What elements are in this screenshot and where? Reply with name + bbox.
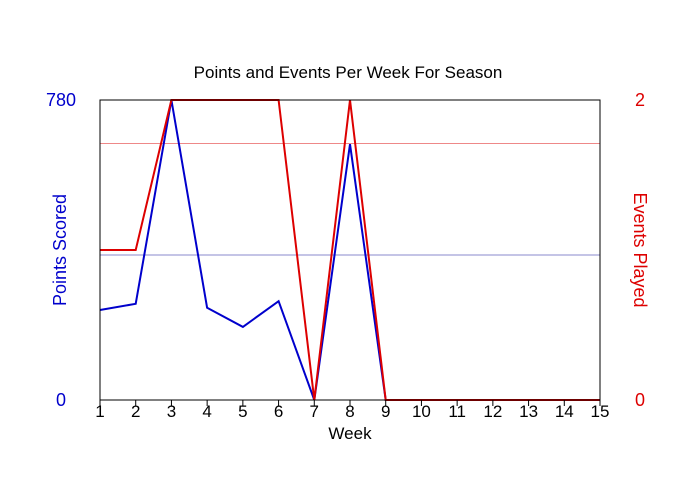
right-axis-label: Events Played bbox=[630, 192, 650, 307]
series-line-points-scored bbox=[99, 99, 600, 401]
x-axis-label: Week bbox=[328, 424, 372, 443]
x-axis-ticks: 1 2 3 4 5 6 7 8 9 10 11 12 13 14 15 bbox=[95, 400, 609, 421]
left-tick-label: 0 bbox=[56, 390, 66, 410]
x-tick-label: 11 bbox=[448, 402, 466, 421]
gridlines bbox=[100, 143, 600, 256]
left-axis-ticks: 0 780 bbox=[46, 90, 76, 410]
left-axis-label: Points Scored bbox=[50, 194, 70, 306]
x-tick-label: 4 bbox=[202, 402, 211, 421]
x-tick-label: 9 bbox=[381, 402, 390, 421]
chart-title: Points and Events Per Week For Season bbox=[194, 63, 503, 82]
x-tick-label: 12 bbox=[483, 402, 502, 421]
x-tick-label: 2 bbox=[131, 402, 140, 421]
x-tick-label: 8 bbox=[345, 402, 354, 421]
right-axis-ticks: 02 bbox=[635, 90, 645, 410]
x-tick-label: 10 bbox=[412, 402, 431, 421]
x-tick-label: 13 bbox=[519, 402, 538, 421]
series-layer bbox=[99, 99, 601, 401]
x-tick-label: 7 bbox=[310, 402, 319, 421]
x-tick-label: 6 bbox=[274, 402, 283, 421]
left-tick-label: 780 bbox=[46, 90, 76, 110]
x-tick-label: 15 bbox=[591, 402, 610, 421]
x-tick-label: 3 bbox=[167, 402, 176, 421]
right-tick-label: 0 bbox=[635, 390, 645, 410]
x-tick-label: 14 bbox=[555, 402, 574, 421]
x-tick-label: 1 bbox=[95, 402, 104, 421]
right-tick-label: 2 bbox=[635, 90, 645, 110]
x-tick-label: 5 bbox=[238, 402, 247, 421]
